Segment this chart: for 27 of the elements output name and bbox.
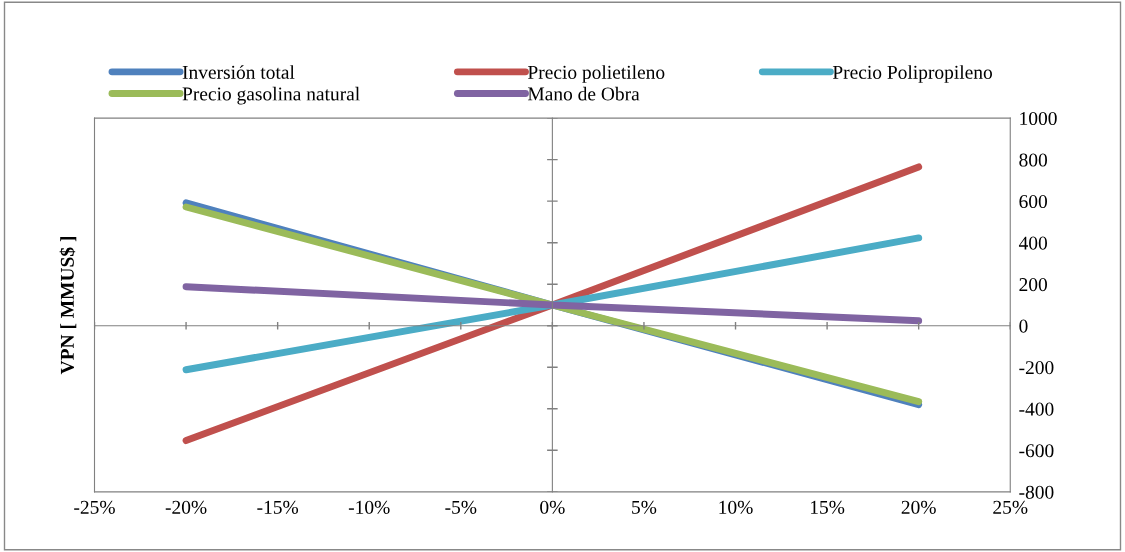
y-tick-label: -600 — [1019, 444, 1054, 458]
x-tick-label: 25% — [993, 500, 1028, 514]
y-tick-label: 0 — [1019, 319, 1028, 333]
y-tick-label: -800 — [1019, 485, 1054, 499]
y-tick-label: 600 — [1019, 194, 1048, 209]
y-tick-label: 800 — [1019, 153, 1048, 167]
x-tick-label: 15% — [810, 500, 845, 514]
legend-label: Precio polietileno — [527, 65, 665, 83]
y-tick-label: -200 — [1019, 361, 1054, 375]
legend-label: Precio gasolina natural — [182, 86, 360, 105]
x-tick-label: -5% — [445, 500, 477, 514]
y-axis-title: VPN [ MMUS$ ] — [59, 237, 77, 375]
y-tick-label: 200 — [1019, 278, 1048, 292]
x-tick-label: -10% — [348, 500, 390, 514]
legend-label: Mano de Obra — [527, 86, 640, 101]
legend-label: Inversión total — [182, 65, 295, 79]
x-tick-label: 5% — [632, 500, 657, 514]
x-tick-label: -20% — [165, 500, 207, 514]
y-tick-label: -400 — [1019, 402, 1054, 416]
x-tick-label: 10% — [719, 500, 753, 514]
legend-label: Precio Polipropileno — [832, 65, 992, 83]
x-tick-label: -25% — [74, 500, 115, 514]
x-tick-label: 0% — [540, 500, 565, 514]
y-tick-label: 1000 — [1020, 111, 1057, 126]
y-tick-label: 400 — [1018, 236, 1048, 250]
x-tick-label: 20% — [901, 500, 936, 514]
x-tick-label: -15% — [257, 500, 299, 514]
